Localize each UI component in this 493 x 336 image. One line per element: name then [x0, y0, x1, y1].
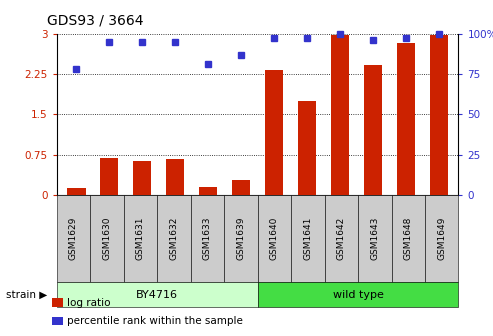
Text: GSM1629: GSM1629 [69, 217, 78, 260]
Text: BY4716: BY4716 [136, 290, 178, 300]
Text: GSM1642: GSM1642 [337, 217, 346, 260]
Bar [166, 159, 184, 195]
Text: log ratio: log ratio [67, 298, 110, 308]
Bar [298, 101, 316, 195]
Text: GSM1633: GSM1633 [203, 217, 212, 260]
Text: GSM1648: GSM1648 [404, 217, 413, 260]
Bar [331, 35, 349, 195]
Bar [101, 158, 118, 195]
Text: GDS93 / 3664: GDS93 / 3664 [47, 13, 143, 28]
Text: GSM1639: GSM1639 [236, 217, 246, 260]
Text: GSM1630: GSM1630 [103, 217, 111, 260]
Bar [68, 188, 85, 195]
Text: GSM1640: GSM1640 [270, 217, 279, 260]
Bar [364, 65, 382, 195]
Text: GSM1643: GSM1643 [370, 217, 379, 260]
Text: strain ▶: strain ▶ [5, 290, 47, 300]
Bar [133, 161, 151, 195]
Text: percentile rank within the sample: percentile rank within the sample [67, 316, 243, 326]
Text: GSM1632: GSM1632 [170, 217, 178, 260]
Text: wild type: wild type [333, 290, 384, 300]
Text: GSM1631: GSM1631 [136, 217, 145, 260]
Bar [430, 35, 448, 195]
Text: GSM1649: GSM1649 [437, 217, 446, 260]
Text: GSM1641: GSM1641 [303, 217, 313, 260]
Bar [232, 180, 250, 195]
Bar [397, 43, 415, 195]
Bar [265, 70, 283, 195]
Bar [199, 187, 217, 195]
